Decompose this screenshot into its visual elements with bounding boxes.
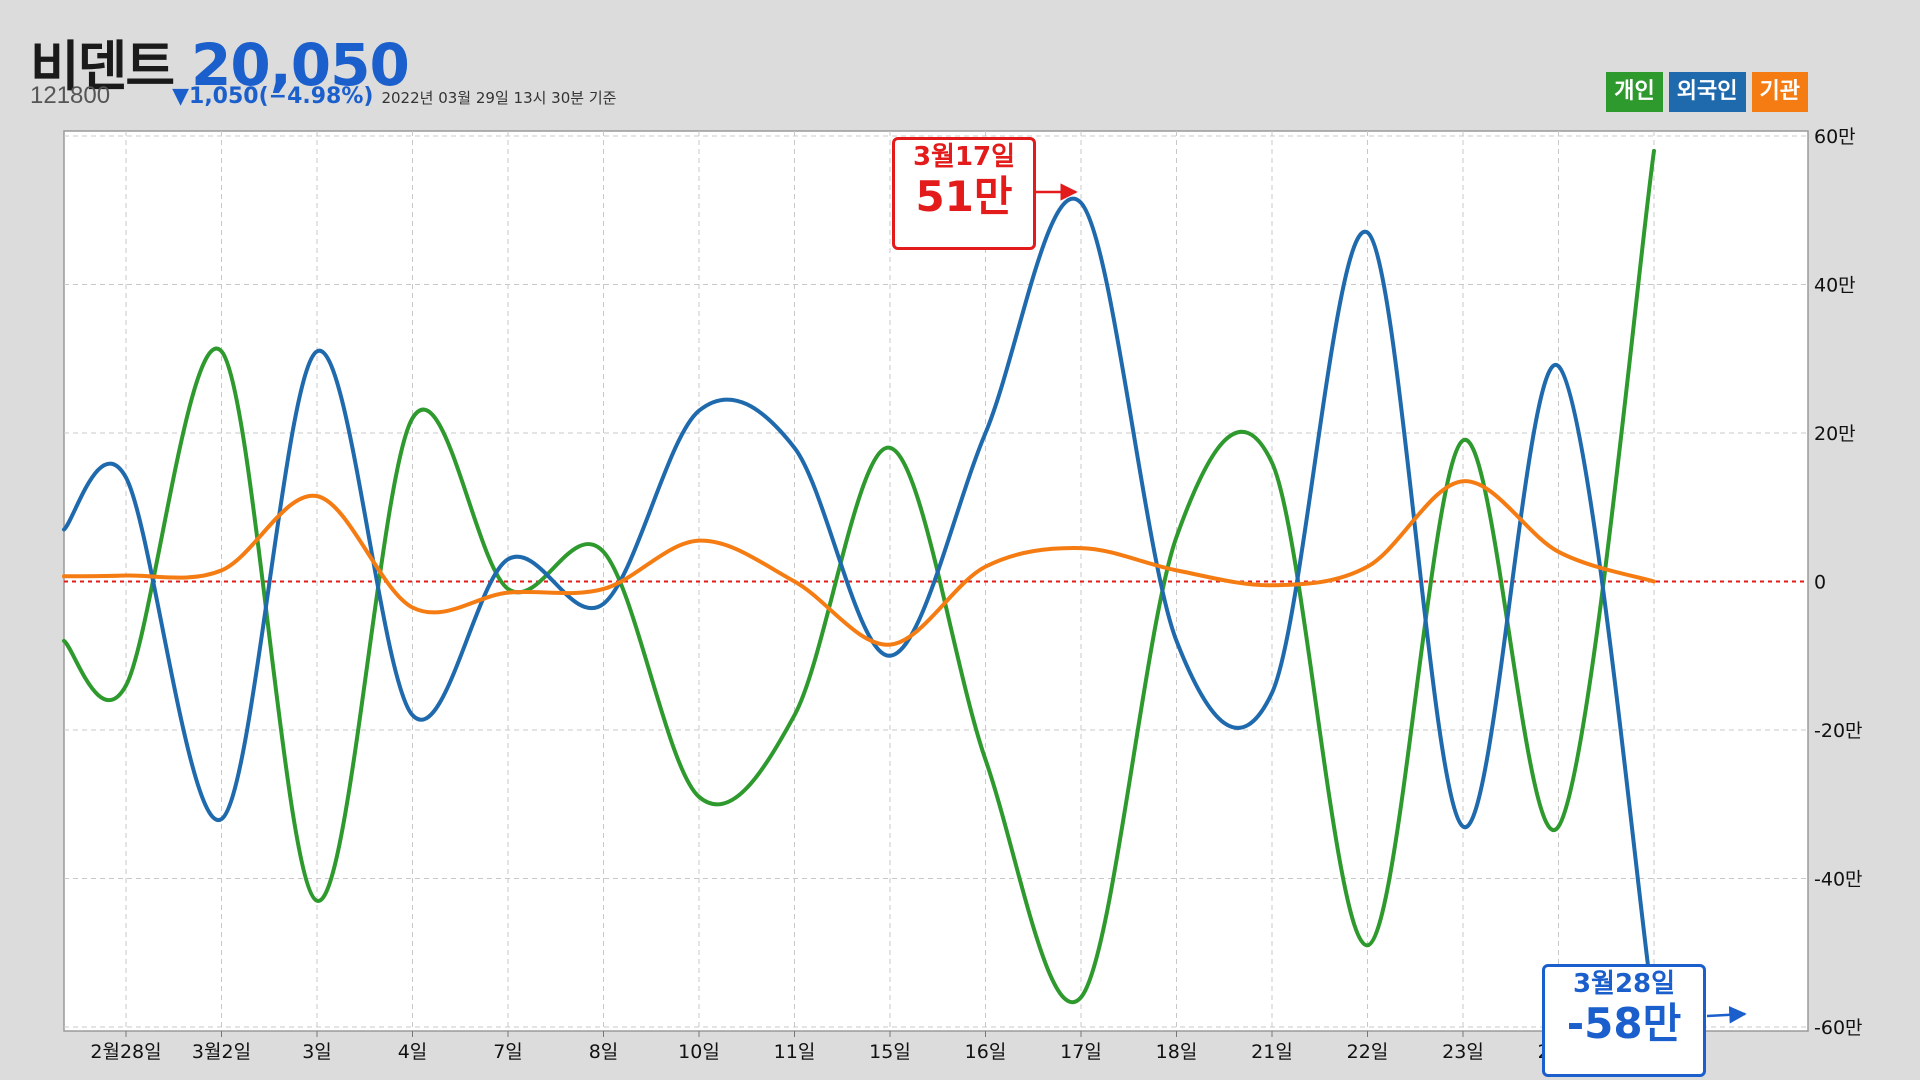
x-tick-label: 2월28일 <box>90 1041 161 1063</box>
series-line-2 <box>62 479 1656 647</box>
title-row: 비덴트 20,050 <box>30 22 410 101</box>
x-axis: 2월28일 3월2일 3일 4일 7일 8일 10일 11일 15일 16일 17일 18일 21일 22… <box>90 1031 1675 1063</box>
x-tick-label: 21일 <box>1251 1041 1293 1063</box>
x-tick-label: 3일 <box>302 1041 332 1063</box>
x-tick-label: 23일 <box>1442 1041 1484 1063</box>
y-tick-label: 40만 <box>1814 275 1856 297</box>
callout-trough-date: 3월28일 <box>1572 969 1676 999</box>
x-tick-label: 22일 <box>1347 1041 1389 1063</box>
y-tick-label: 20만 <box>1814 423 1856 445</box>
series-line-0 <box>62 148 1656 1005</box>
series-lines <box>62 148 1656 1015</box>
x-tick-label: 3월2일 <box>192 1041 251 1063</box>
y-tick-label: -40만 <box>1814 869 1863 891</box>
callout-trough-value: -58만 <box>1566 999 1682 1048</box>
y-tick-label: 60만 <box>1814 126 1856 148</box>
callout-arrow-2 <box>1706 1006 1747 1024</box>
callout-peak-date: 3월17일 <box>912 142 1016 172</box>
x-tick-label: 15일 <box>869 1041 911 1063</box>
series-line-1 <box>62 197 1656 1015</box>
legend-item-institution: 기관 <box>1751 72 1808 112</box>
stock-name: 비덴트 <box>30 35 175 98</box>
x-tick-label: 4일 <box>398 1041 428 1063</box>
y-tick-label: -20만 <box>1814 720 1863 742</box>
x-tick-label: 10일 <box>678 1041 720 1063</box>
x-tick-label: 11일 <box>774 1041 816 1063</box>
x-tick-label: 16일 <box>965 1041 1007 1063</box>
callout-peak-value: 51만 <box>915 172 1013 221</box>
y-tick-label: 0 <box>1814 572 1826 594</box>
header: 비덴트 20,050 <box>30 22 410 101</box>
legend-item-individual: 개인 <box>1606 72 1663 112</box>
stock-timestamp: 2022년 03월 29일 13시 30분 기준 <box>381 89 617 107</box>
stock-change: ▼1,050(−4.98%) <box>172 84 374 109</box>
y-axis: 60만 40만 20만 0 -20만 -40만 -60만 <box>1814 126 1863 1039</box>
callout-peak: 3월17일 51만 <box>892 137 1036 250</box>
legend-item-foreign: 외국인 <box>1668 72 1746 112</box>
stock-price: 20,050 <box>191 31 410 99</box>
x-tick-label: 18일 <box>1156 1041 1198 1063</box>
stock-code: 121800 <box>30 82 111 109</box>
y-tick-label: -60만 <box>1814 1017 1863 1039</box>
legend: 개인 외국인 기관 <box>1606 72 1808 112</box>
sub-row: 121800 ▼1,050(−4.98%) 2022년 03월 29일 13시 … <box>30 82 616 110</box>
x-tick-label: 7일 <box>493 1041 523 1063</box>
x-tick-label: 8일 <box>589 1041 619 1063</box>
callout-trough: 3월28일 -58만 <box>1542 964 1706 1077</box>
x-tick-label: 17일 <box>1060 1041 1102 1063</box>
